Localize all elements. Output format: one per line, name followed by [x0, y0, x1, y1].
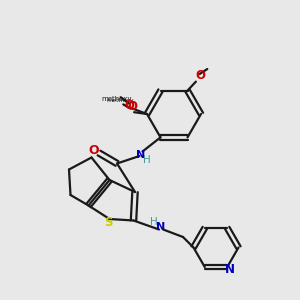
Text: methoxy: methoxy [106, 98, 134, 103]
Text: O: O [195, 69, 205, 82]
Text: N: N [156, 221, 165, 232]
Text: H: H [143, 154, 151, 165]
Text: S: S [104, 215, 112, 229]
Text: O: O [127, 100, 137, 113]
Text: N: N [225, 263, 235, 277]
Text: O: O [88, 144, 99, 157]
Text: O: O [124, 99, 134, 112]
Text: N: N [136, 149, 145, 160]
Text: methoxy: methoxy [102, 96, 132, 102]
Text: H: H [150, 217, 158, 227]
